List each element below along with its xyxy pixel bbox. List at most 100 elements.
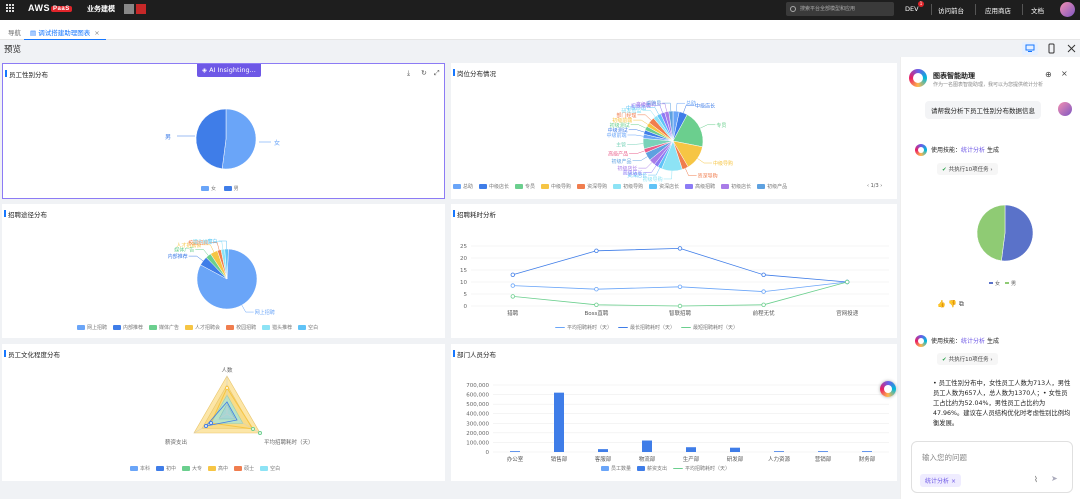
data-point[interactable] [594, 248, 599, 253]
data-point[interactable] [510, 283, 515, 288]
refresh-icon[interactable]: ↻ [421, 69, 427, 77]
dev-env[interactable]: DEV [905, 5, 919, 13]
download-icon[interactable]: ⤓ [407, 69, 411, 77]
legend-item[interactable]: 本科 [130, 465, 150, 472]
data-point[interactable] [677, 246, 683, 251]
legend-item[interactable]: 员工数量 [601, 465, 631, 472]
data-point[interactable] [677, 303, 683, 309]
nav-frontend[interactable]: 访问前台 [938, 7, 964, 15]
fullscreen-icon[interactable]: ⤢ [434, 69, 440, 77]
desktop-icon[interactable] [1022, 42, 1038, 55]
copy-icon[interactable]: ⧉ [958, 300, 964, 308]
mini-slice-male[interactable] [976, 204, 1006, 262]
data-point[interactable] [594, 286, 599, 292]
chart-card-department[interactable]: 部门人员分布 0 100,000 200,000 300,000 400,000 500,… [451, 344, 897, 481]
legend-item[interactable]: 初中 [156, 465, 176, 472]
bar[interactable] [862, 451, 872, 452]
legend-item[interactable]: 高级招聘 [685, 183, 715, 190]
assistant-float-icon[interactable] [880, 381, 896, 397]
legend-item[interactable]: 人才招聘会 [185, 324, 220, 331]
pie-slice[interactable] [672, 114, 704, 148]
apps-grid-icon[interactable] [6, 4, 15, 13]
close-icon[interactable]: × [950, 478, 956, 485]
data-point[interactable] [845, 279, 850, 285]
legend-item[interactable]: 最短招聘耗时（天） [681, 324, 738, 331]
thumbs-down-icon[interactable]: 👎 [947, 300, 957, 308]
app-square-red-icon[interactable] [136, 4, 146, 14]
legend-item[interactable]: 空白 [298, 324, 318, 331]
legend-pager[interactable]: ‹ 1/3 › [867, 183, 883, 189]
thumbs-up-icon[interactable]: 👍 [937, 300, 946, 308]
chart-card-gender[interactable]: 员工性别分布 ◈ AI Insighting... ⤓ ↻ ⤢ 男 女 女 男 [2, 63, 445, 199]
data-point[interactable] [510, 294, 515, 299]
add-chat-icon[interactable]: ⊕ [1045, 70, 1052, 79]
legend-item[interactable]: 专员 [515, 183, 535, 190]
legend-item[interactable]: 初级产品 [757, 183, 787, 190]
legend-item[interactable]: 平均招聘耗时（天） [673, 465, 730, 472]
legend-item[interactable]: 薪资支出 [637, 465, 667, 472]
legend-item[interactable]: 初级店长 [721, 183, 751, 190]
legend-male[interactable]: 男 [223, 185, 239, 192]
tab-active-chart[interactable]: ▤ 调试搭建助理图表 × [24, 20, 106, 40]
bar[interactable] [774, 451, 784, 452]
pie-slice-female[interactable] [221, 108, 257, 170]
legend-item[interactable]: 高中 [208, 465, 228, 472]
mini-slice-female[interactable] [1001, 204, 1034, 262]
data-point[interactable] [761, 289, 766, 294]
data-point[interactable] [677, 284, 683, 289]
legend-item[interactable]: 资深店长 [649, 183, 679, 190]
close-icon[interactable]: × [1061, 69, 1068, 78]
legend-item[interactable]: 平均招聘耗时（天） [555, 324, 612, 331]
close-icon[interactable] [1064, 42, 1080, 55]
question-input[interactable]: 输入您的问题 统计分析 × ⌇ ➤ [911, 441, 1073, 493]
legend-item[interactable]: 网上招聘 [77, 324, 107, 331]
pie-slice-male[interactable] [195, 108, 227, 170]
bar[interactable] [642, 440, 652, 452]
legend-item[interactable]: 中级店长 [479, 183, 509, 190]
user-avatar[interactable] [1060, 2, 1075, 17]
legend-item[interactable]: 媒体广告 [149, 324, 179, 331]
bar[interactable] [510, 451, 520, 452]
data-point[interactable] [761, 272, 766, 277]
data-point[interactable] [761, 302, 766, 307]
task-toggle[interactable]: ✔ 共执行10项任务 › [937, 353, 998, 365]
legend-item[interactable]: 硕士 [234, 465, 254, 472]
legend-item[interactable]: 资深导购 [577, 183, 607, 190]
legend-item[interactable]: 初级导购 [613, 183, 643, 190]
chart-card-position[interactable]: 岗位分布情况 总助 中级店长 专员 中级导购 资深导购 初级导购 资深店长 高级店长 初级店长初… [451, 63, 897, 199]
chart-card-education[interactable]: 员工文化程度分布 人数 平均招聘耗时（天） 薪资支出 本科 初中 大专 高中 硕士 空白 [2, 344, 445, 481]
pie-label: 中级导购 [713, 160, 733, 167]
legend-item[interactable]: 总助 [453, 183, 473, 190]
send-icon[interactable]: ➤ [1051, 474, 1058, 483]
attach-icon[interactable]: ⌇ [1034, 475, 1038, 484]
legend-female[interactable]: 女 [201, 185, 216, 192]
skill-chip[interactable]: 统计分析 × [920, 474, 961, 487]
legend-item[interactable]: 内部推荐 [113, 324, 143, 331]
legend-item[interactable]: 大专 [182, 465, 202, 472]
nav-app-store[interactable]: 应用商店 [985, 7, 1011, 15]
legend-item[interactable]: 校园招聘 [226, 324, 256, 331]
chart-card-recruit-channel[interactable]: 招聘途径分布 网上招聘 内部推荐 媒体广告 人才招聘会 校园招聘 猎头推荐 空白 网上招聘内… [2, 204, 445, 338]
brand-logo[interactable]: AWS PaaS [28, 3, 72, 13]
bar[interactable] [730, 447, 740, 452]
nav-docs[interactable]: 文档 [1031, 7, 1044, 15]
legend-item[interactable]: 中级导购 [541, 183, 571, 190]
bar[interactable] [818, 451, 828, 452]
global-search-input[interactable]: 搜索平台全部模型和应用 [786, 2, 894, 16]
app-square-icon[interactable] [124, 4, 134, 14]
bar[interactable] [554, 392, 564, 452]
ai-insight-button[interactable]: ◈ AI Insighting... [197, 64, 261, 77]
legend-item[interactable]: 最长招聘耗时（天） [618, 324, 675, 331]
close-icon[interactable]: × [94, 29, 100, 37]
chart-card-recruit-time[interactable]: 招聘耗时分析 0 5 10 15 20 25 猎聘 Boss直聘 智联招聘 前程无忧 官网投递 平均… [451, 204, 897, 338]
tab-nav[interactable]: 导航 [8, 29, 21, 37]
legend-item[interactable]: 空白 [260, 465, 280, 472]
task-toggle[interactable]: ✔ 共执行10项任务 › [937, 163, 998, 175]
bar[interactable] [686, 447, 696, 452]
legend-item[interactable]: 猎头推荐 [262, 324, 292, 331]
bar[interactable] [598, 449, 608, 452]
mobile-icon[interactable] [1044, 42, 1060, 55]
data-point[interactable] [594, 302, 599, 307]
data-point[interactable] [510, 272, 515, 277]
